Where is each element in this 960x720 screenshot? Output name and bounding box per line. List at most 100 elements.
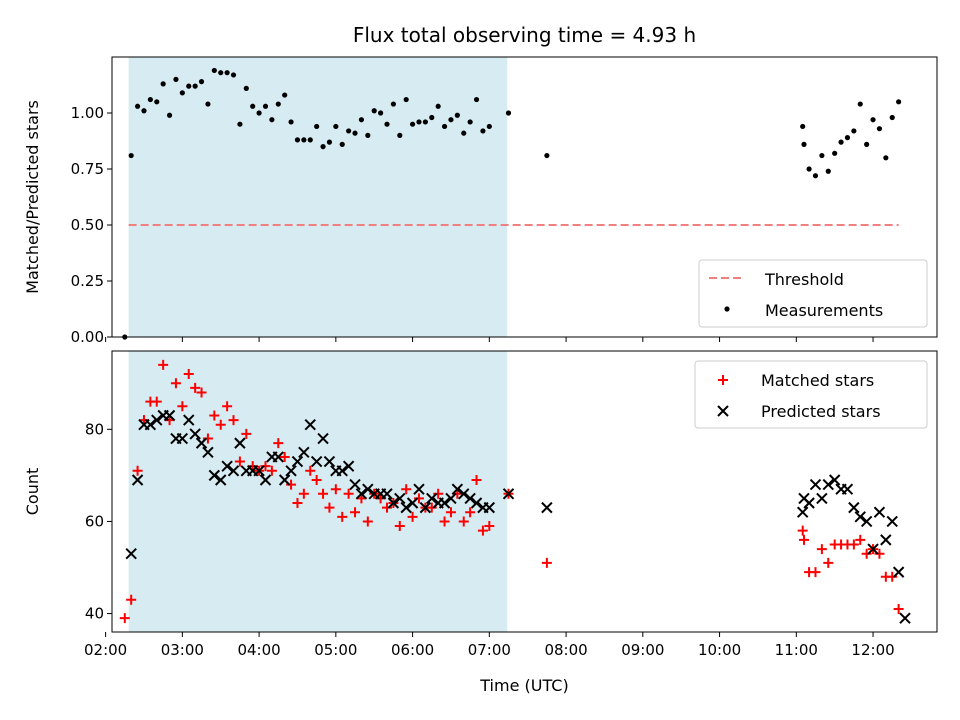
measurement-point bbox=[435, 103, 441, 109]
predicted-star-point bbox=[848, 501, 860, 514]
predicted-star-point bbox=[349, 478, 361, 491]
matched-star-point bbox=[848, 539, 859, 550]
measurement-point bbox=[870, 117, 876, 123]
measurement-point bbox=[825, 168, 831, 174]
measurement-point bbox=[141, 108, 147, 114]
predicted-star-point bbox=[234, 437, 246, 449]
matched-star-point bbox=[151, 396, 162, 407]
x-tick-label: 02:00 bbox=[84, 641, 127, 659]
measurement-point bbox=[198, 79, 205, 85]
matched-star-point bbox=[887, 571, 898, 582]
predicted-star-point bbox=[873, 506, 886, 518]
matched-star-point bbox=[190, 382, 201, 393]
measurement-point bbox=[333, 123, 339, 130]
measurement-point bbox=[134, 103, 141, 109]
predicted-star-point bbox=[272, 451, 284, 463]
matched-star-point bbox=[324, 502, 335, 513]
measurement-point bbox=[358, 117, 365, 123]
measurement-point bbox=[256, 110, 262, 116]
predicted-star-point bbox=[304, 418, 316, 431]
y-tick-label: 0.50 bbox=[71, 216, 104, 234]
predicted-star-point bbox=[163, 409, 176, 422]
matched-star-point bbox=[241, 428, 252, 439]
bottom-panel-counts: 40 60 80 02:00 03:00 04:00 05:00 06:00 07:00 08:0… bbox=[23, 350, 938, 695]
predicted-star-point bbox=[809, 478, 822, 491]
measurement-point bbox=[154, 99, 160, 105]
predicted-star-point bbox=[400, 501, 412, 514]
matched-star-point bbox=[861, 548, 872, 559]
matched-star-point bbox=[234, 456, 245, 467]
measurement-point bbox=[505, 110, 512, 116]
matched-star-point bbox=[816, 544, 827, 555]
measurement-point bbox=[800, 123, 806, 130]
predicted-star-point bbox=[502, 488, 515, 500]
legend-box bbox=[694, 360, 928, 429]
measurement-point bbox=[486, 123, 492, 130]
matched-star-point bbox=[132, 465, 143, 476]
matched-star-point bbox=[305, 465, 316, 476]
measurement-point bbox=[192, 83, 198, 89]
predicted-star-point bbox=[285, 465, 297, 477]
matched-star-point bbox=[119, 613, 130, 624]
predicted-star-point bbox=[131, 474, 144, 486]
measurement-point bbox=[883, 155, 889, 161]
predicted-star-point bbox=[899, 612, 911, 624]
matched-star-point bbox=[407, 511, 418, 522]
measurement-point bbox=[371, 108, 377, 114]
measurement-point bbox=[160, 81, 166, 87]
x-tick-label: 07:00 bbox=[468, 641, 511, 659]
matched-star-point bbox=[292, 498, 303, 509]
predicted-star-point bbox=[854, 511, 866, 523]
measurement-point bbox=[250, 103, 256, 109]
legend-predicted-swatch bbox=[717, 405, 729, 417]
predicted-star-point bbox=[183, 414, 195, 426]
measurement-point bbox=[179, 90, 185, 96]
predicted-star-point bbox=[253, 465, 265, 477]
matched-star-point bbox=[222, 401, 233, 412]
predicted-star-point bbox=[796, 506, 809, 518]
matched-star-point bbox=[855, 534, 866, 545]
measurement-point bbox=[237, 121, 243, 127]
measurement-point bbox=[384, 121, 390, 127]
matched-star-point bbox=[465, 507, 476, 518]
measurement-point bbox=[365, 132, 371, 138]
matched-star-point bbox=[433, 488, 444, 499]
matched-star-point bbox=[228, 415, 239, 426]
predicted-star-point bbox=[176, 432, 189, 445]
measurement-point bbox=[288, 119, 294, 125]
predicted-star-point bbox=[426, 492, 438, 505]
y-axis-label: Count bbox=[23, 468, 42, 516]
matched-star-point bbox=[413, 493, 424, 504]
measurement-point bbox=[806, 166, 812, 172]
x-tick-label: 08:00 bbox=[544, 641, 587, 659]
measurement-point bbox=[461, 130, 467, 136]
matched-star-point bbox=[215, 419, 226, 430]
matched-star-point bbox=[202, 433, 213, 444]
matched-star-point bbox=[279, 451, 290, 462]
measurement-point bbox=[301, 137, 307, 143]
matched-star-point bbox=[394, 521, 405, 532]
predicted-star-point bbox=[189, 428, 201, 440]
x-tick-label: 06:00 bbox=[391, 641, 434, 659]
predicted-star-point bbox=[880, 534, 892, 546]
predicted-star-point bbox=[828, 474, 841, 486]
matched-star-point bbox=[471, 474, 482, 485]
legend-matched-swatch bbox=[718, 375, 728, 385]
measurement-point bbox=[320, 144, 326, 150]
predicted-star-point bbox=[310, 455, 323, 468]
measurement-point bbox=[467, 119, 473, 125]
x-axis-label: Time (UTC) bbox=[479, 676, 568, 695]
y-tick-label: 1.00 bbox=[71, 104, 104, 122]
predicted-star-point bbox=[822, 478, 834, 491]
predicted-star-point bbox=[841, 483, 854, 495]
measurement-point bbox=[186, 83, 192, 89]
measurement-point bbox=[896, 99, 902, 105]
measurement-point bbox=[544, 152, 550, 159]
measurement-point bbox=[812, 173, 819, 179]
y-tick-label: 80 bbox=[85, 420, 104, 438]
predicted-star-point bbox=[413, 483, 425, 495]
matched-star-point bbox=[286, 479, 297, 490]
matched-star-point bbox=[445, 507, 456, 518]
matched-star-point bbox=[170, 378, 181, 389]
predicted-star-point bbox=[215, 474, 227, 486]
